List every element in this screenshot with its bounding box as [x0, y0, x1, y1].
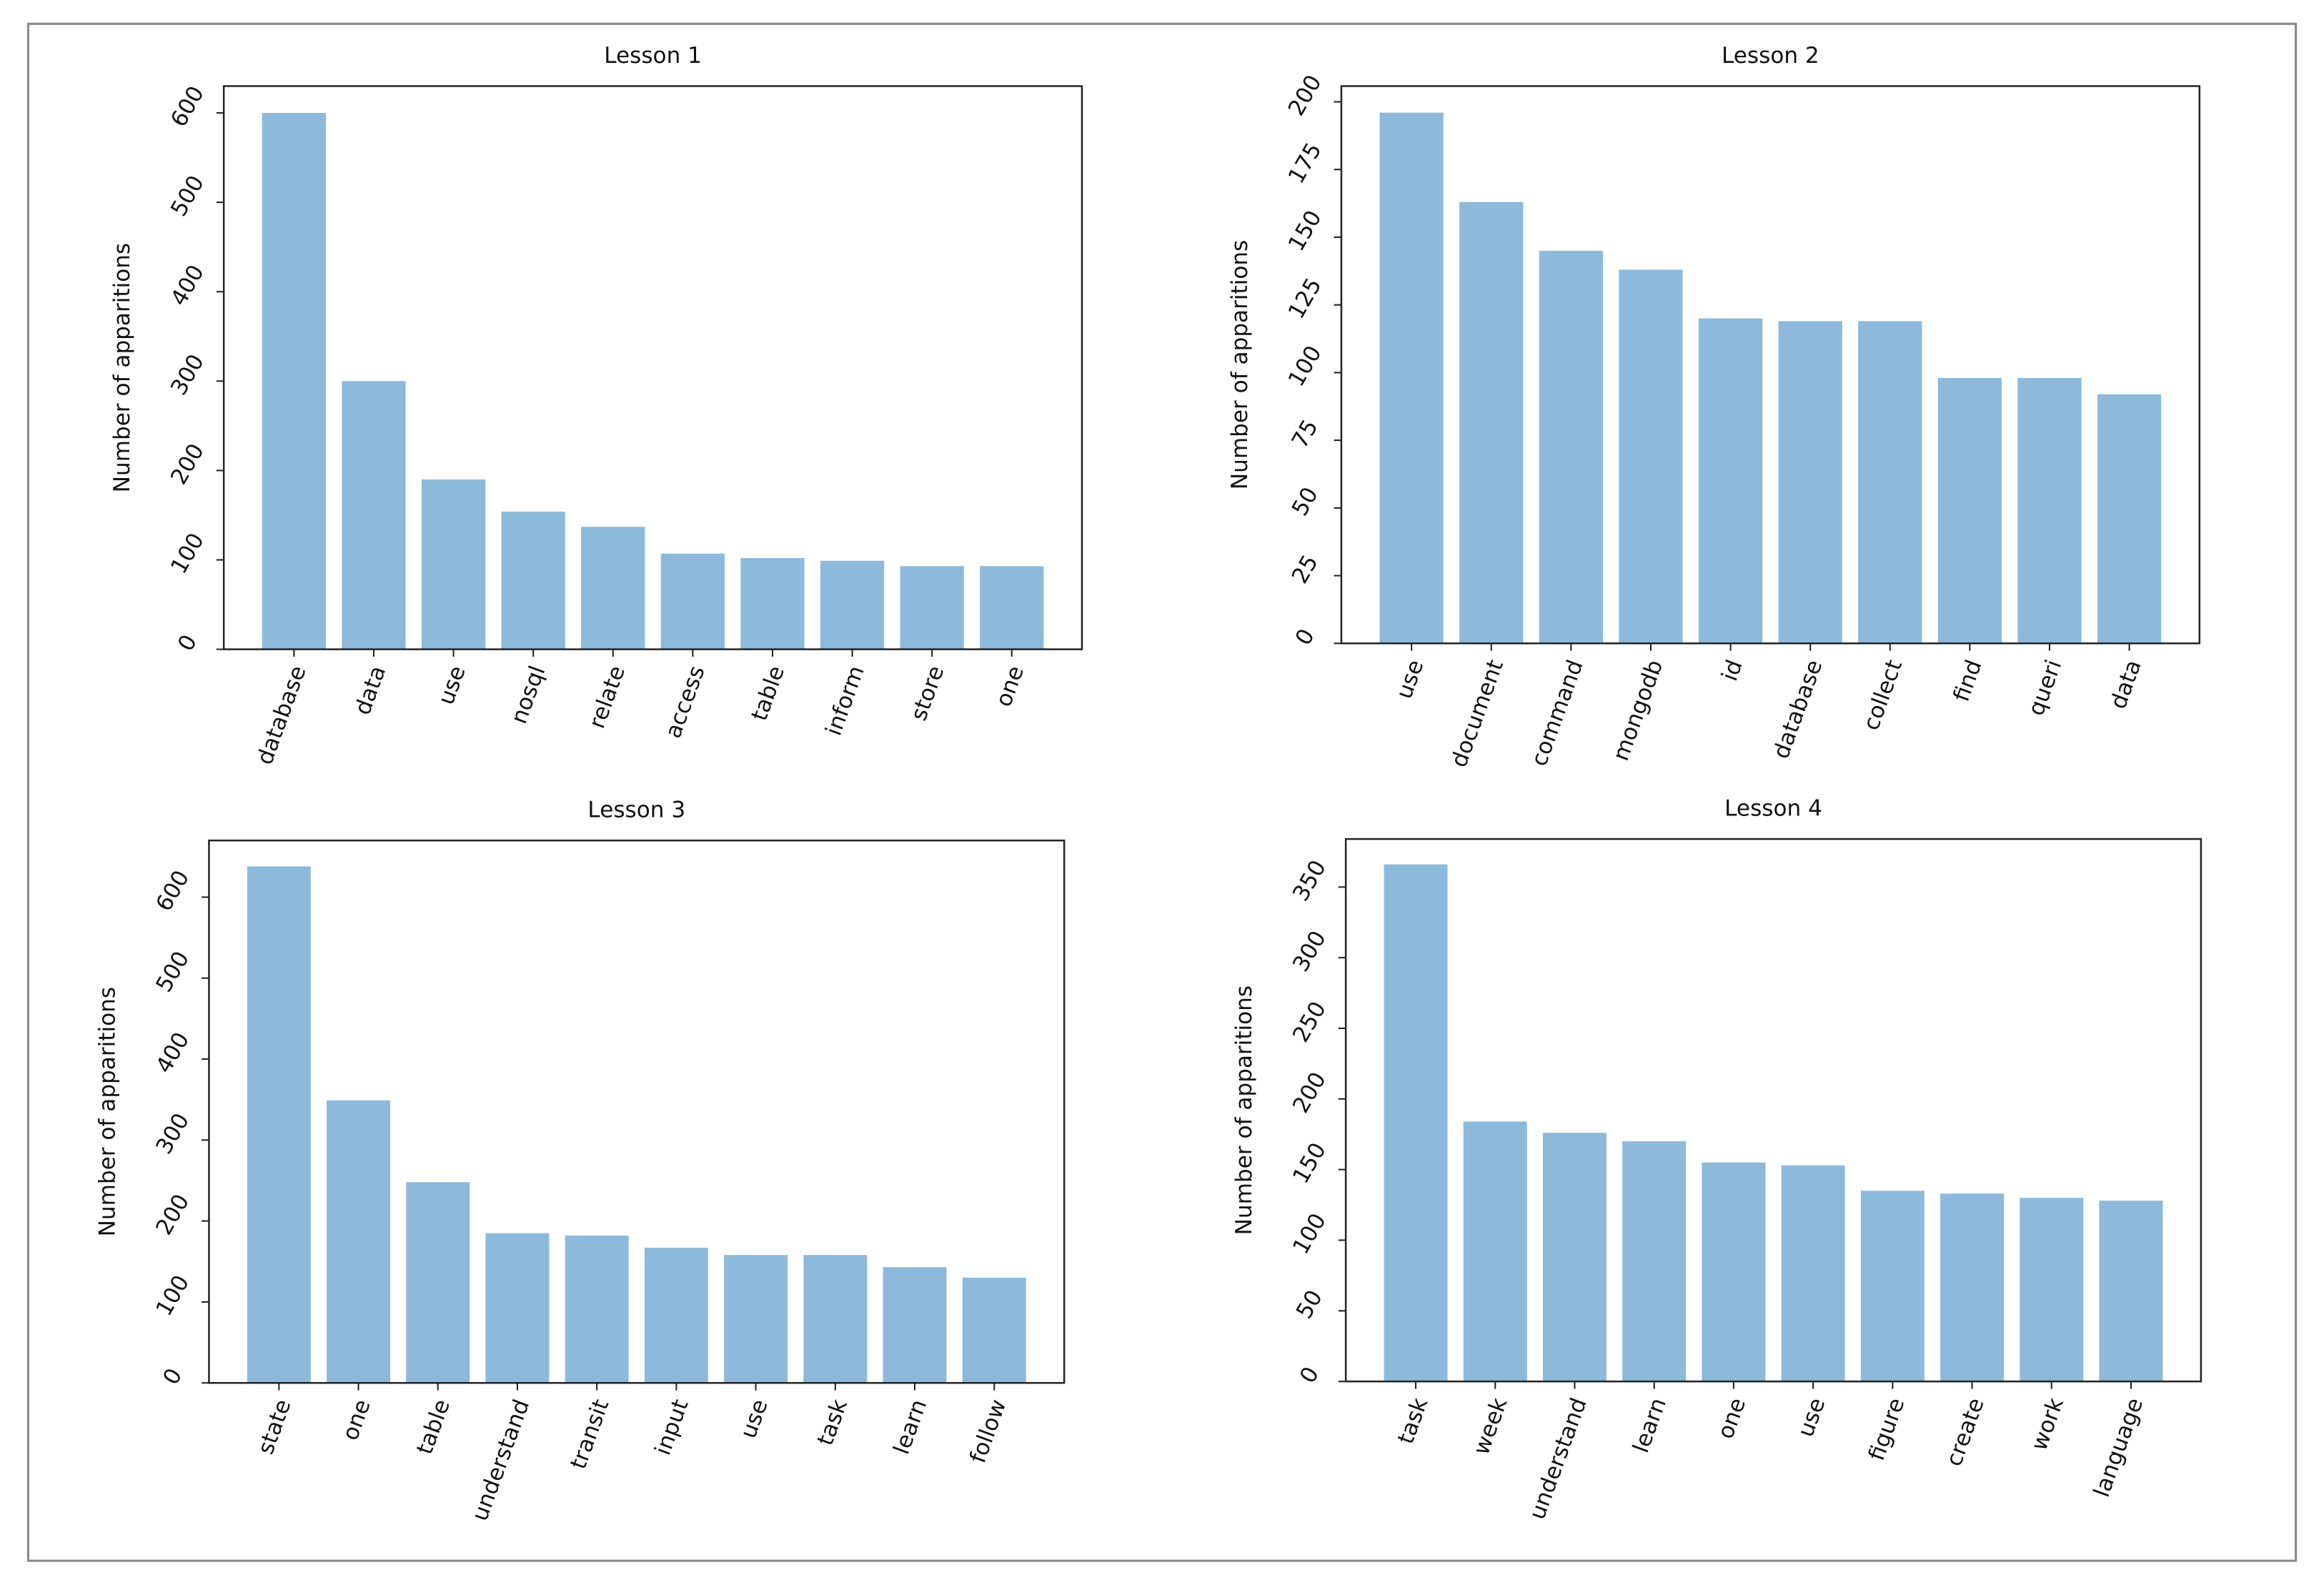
- bar: [1539, 250, 1604, 644]
- plot-frame: [1340, 85, 2201, 645]
- plot-frame: [208, 839, 1066, 1384]
- y-axis-label: Number of apparitions: [109, 243, 135, 492]
- bar: [1940, 1193, 2005, 1382]
- bar: [644, 1248, 708, 1383]
- bar: [883, 1267, 947, 1383]
- bar: [1543, 1133, 1607, 1382]
- bar: [962, 1277, 1026, 1383]
- bar: [581, 527, 645, 650]
- bar: [1781, 1165, 1845, 1382]
- bar: [2020, 1198, 2084, 1382]
- bar: [1860, 1191, 1925, 1382]
- bar: [262, 113, 327, 650]
- y-axis-label: Number of apparitions: [1231, 985, 1257, 1235]
- chart-title: Lesson 3: [587, 798, 685, 823]
- bar: [1698, 318, 1763, 644]
- bar: [2017, 377, 2082, 644]
- bar: [1619, 269, 1683, 644]
- chart-title: Lesson 4: [1724, 796, 1822, 822]
- bar: [327, 1100, 391, 1383]
- bar: [900, 566, 964, 650]
- bar: [565, 1236, 629, 1383]
- bar: [1459, 202, 1524, 644]
- bar: [247, 866, 311, 1383]
- bar: [2097, 394, 2162, 644]
- chart-title: Lesson 1: [604, 43, 702, 69]
- bar: [485, 1233, 550, 1383]
- bar: [1702, 1162, 1766, 1382]
- bar: [1937, 377, 2002, 644]
- bar: [1384, 864, 1448, 1382]
- bar: [1379, 112, 1444, 644]
- bar: [1622, 1141, 1687, 1382]
- plot-frame: [1344, 838, 2203, 1383]
- bar: [980, 566, 1044, 650]
- bar: [803, 1255, 868, 1383]
- bar: [1463, 1121, 1527, 1382]
- bar: [660, 553, 725, 650]
- y-axis-label: Number of apparitions: [1227, 240, 1253, 490]
- bar: [740, 558, 805, 650]
- bar: [421, 479, 486, 650]
- bar: [724, 1255, 788, 1383]
- bar: [501, 511, 565, 650]
- y-axis-label: Number of apparitions: [94, 987, 120, 1236]
- bar: [406, 1182, 470, 1383]
- plot-frame: [222, 85, 1083, 650]
- bar: [342, 381, 406, 650]
- bar: [2099, 1201, 2163, 1382]
- bar: [1858, 321, 1922, 644]
- chart-title: Lesson 2: [1722, 43, 1819, 69]
- bar: [1778, 321, 1842, 644]
- bar: [820, 560, 885, 650]
